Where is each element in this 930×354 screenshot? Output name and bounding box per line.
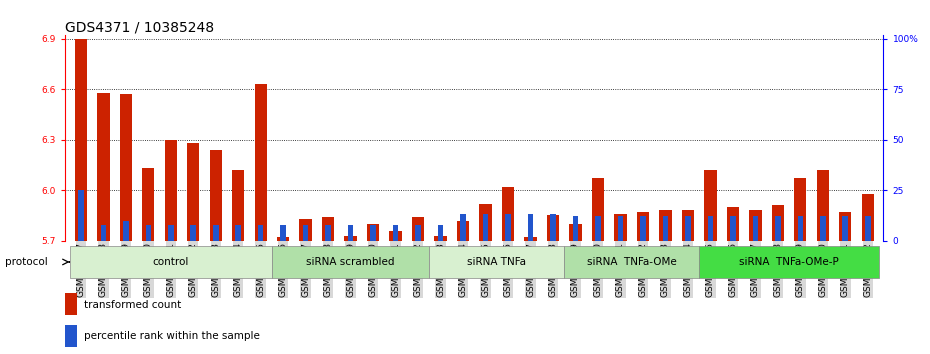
Bar	[65, 325, 76, 347]
Bar	[165, 140, 177, 241]
Text: siRNA scrambled: siRNA scrambled	[306, 257, 395, 267]
Bar	[839, 212, 852, 241]
Bar	[430, 246, 565, 278]
Bar	[235, 224, 241, 241]
Bar	[708, 217, 713, 241]
Bar	[527, 215, 533, 241]
Bar	[640, 217, 645, 241]
Bar	[370, 224, 376, 241]
Bar	[595, 217, 601, 241]
Bar	[573, 217, 578, 241]
Bar	[775, 217, 780, 241]
Bar	[502, 187, 514, 241]
Bar	[322, 217, 335, 241]
Bar	[569, 224, 581, 241]
Bar	[74, 39, 87, 241]
Text: GDS4371 / 10385248: GDS4371 / 10385248	[65, 20, 214, 34]
Bar	[123, 221, 128, 241]
Bar	[457, 221, 470, 241]
Bar	[685, 217, 691, 241]
Bar	[392, 224, 398, 241]
Bar	[348, 224, 353, 241]
Bar	[412, 217, 424, 241]
Text: control: control	[153, 257, 189, 267]
Bar	[614, 214, 627, 241]
Bar	[213, 224, 219, 241]
Bar	[820, 217, 826, 241]
Bar	[682, 210, 694, 241]
Bar	[699, 246, 879, 278]
Bar	[817, 170, 829, 241]
Bar	[187, 143, 199, 241]
Bar	[416, 224, 421, 241]
Bar	[142, 169, 154, 241]
Bar	[704, 170, 716, 241]
Bar	[438, 224, 444, 241]
Bar	[547, 216, 559, 241]
Bar	[100, 224, 106, 241]
Bar	[551, 215, 556, 241]
Bar	[299, 219, 312, 241]
Bar	[344, 236, 357, 241]
Bar	[730, 217, 736, 241]
Bar	[637, 212, 649, 241]
Bar	[168, 224, 174, 241]
Bar	[70, 246, 272, 278]
Bar	[659, 210, 671, 241]
Bar	[505, 215, 511, 241]
Bar	[565, 246, 699, 278]
Bar	[120, 94, 132, 241]
Bar	[525, 237, 537, 241]
Bar	[794, 178, 806, 241]
Bar	[191, 224, 196, 241]
Text: siRNA  TNFa-OMe-P: siRNA TNFa-OMe-P	[739, 257, 839, 267]
Text: protocol: protocol	[5, 257, 47, 267]
Bar	[798, 217, 804, 241]
Bar	[434, 236, 446, 241]
Bar	[591, 178, 604, 241]
Bar	[97, 93, 110, 241]
Bar	[78, 190, 84, 241]
Bar	[272, 246, 430, 278]
Bar	[772, 205, 784, 241]
Bar	[65, 293, 76, 315]
Bar	[390, 230, 402, 241]
Bar	[479, 204, 492, 241]
Text: siRNA  TNFa-OMe: siRNA TNFa-OMe	[587, 257, 676, 267]
Bar	[460, 215, 466, 241]
Bar	[752, 217, 758, 241]
Bar	[367, 224, 379, 241]
Bar	[209, 150, 222, 241]
Bar	[326, 224, 331, 241]
Bar	[255, 84, 267, 241]
Bar	[861, 194, 874, 241]
Bar	[145, 224, 151, 241]
Bar	[726, 207, 739, 241]
Bar	[232, 170, 245, 241]
Text: siRNA TNFa: siRNA TNFa	[467, 257, 526, 267]
Bar	[663, 217, 668, 241]
Bar	[303, 224, 309, 241]
Bar	[277, 237, 289, 241]
Bar	[843, 217, 848, 241]
Bar	[865, 217, 870, 241]
Bar	[258, 224, 263, 241]
Bar	[618, 217, 623, 241]
Bar	[281, 224, 286, 241]
Bar	[750, 210, 762, 241]
Text: transformed count: transformed count	[84, 299, 181, 310]
Bar	[483, 215, 488, 241]
Text: percentile rank within the sample: percentile rank within the sample	[84, 331, 259, 342]
